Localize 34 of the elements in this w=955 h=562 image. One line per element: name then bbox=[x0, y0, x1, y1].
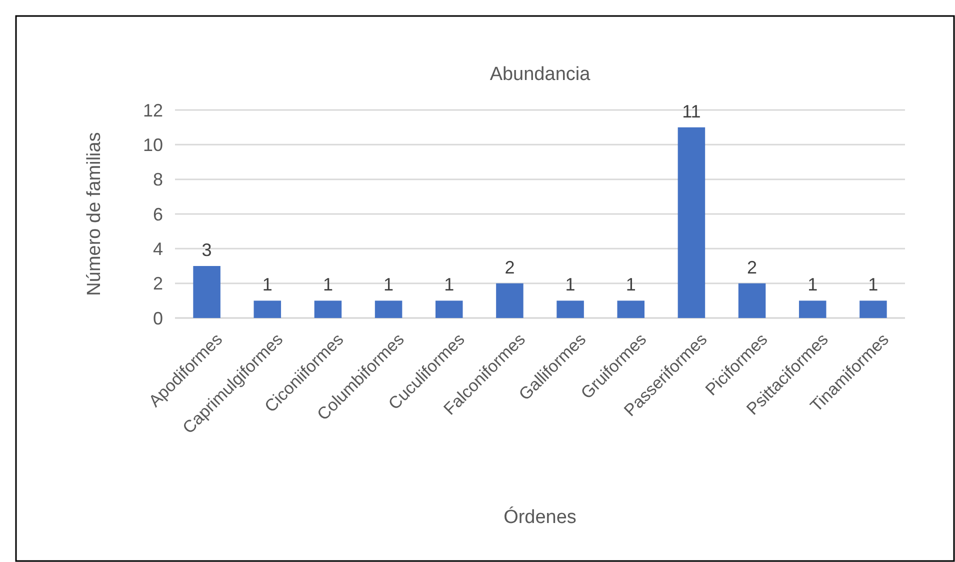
data-label: 2 bbox=[504, 257, 515, 278]
bar bbox=[496, 283, 524, 318]
x-axis-title: Órdenes bbox=[504, 506, 576, 528]
y-tick-label: 8 bbox=[152, 170, 163, 190]
y-tick-label: 0 bbox=[152, 308, 163, 328]
data-label: 1 bbox=[262, 274, 272, 295]
bar bbox=[374, 300, 402, 318]
data-label: 2 bbox=[747, 257, 758, 278]
data-label: 1 bbox=[808, 274, 818, 295]
bar bbox=[617, 300, 644, 318]
data-label: 1 bbox=[444, 274, 454, 295]
bar bbox=[556, 300, 584, 318]
bar bbox=[738, 283, 766, 318]
y-tick-label: 12 bbox=[142, 100, 163, 120]
y-tick-label: 10 bbox=[142, 134, 163, 155]
data-label: 3 bbox=[202, 240, 212, 260]
bar bbox=[193, 266, 220, 318]
chart-title: Abundancia bbox=[490, 64, 591, 85]
y-tick-label: 2 bbox=[152, 274, 163, 294]
data-label: 1 bbox=[868, 274, 878, 295]
bar bbox=[798, 300, 826, 318]
bar bbox=[254, 300, 282, 318]
bar bbox=[436, 300, 463, 318]
data-label: 11 bbox=[682, 101, 701, 122]
y-tick-label: 4 bbox=[152, 238, 163, 259]
bar bbox=[314, 300, 342, 318]
y-axis-title: Número de familias bbox=[84, 132, 105, 296]
data-label: 1 bbox=[322, 274, 333, 295]
data-label: 1 bbox=[384, 274, 394, 295]
bar bbox=[678, 127, 706, 318]
data-label: 1 bbox=[565, 274, 576, 295]
bar bbox=[860, 300, 887, 318]
y-tick-label: 6 bbox=[152, 204, 163, 224]
data-label: 1 bbox=[626, 274, 636, 295]
